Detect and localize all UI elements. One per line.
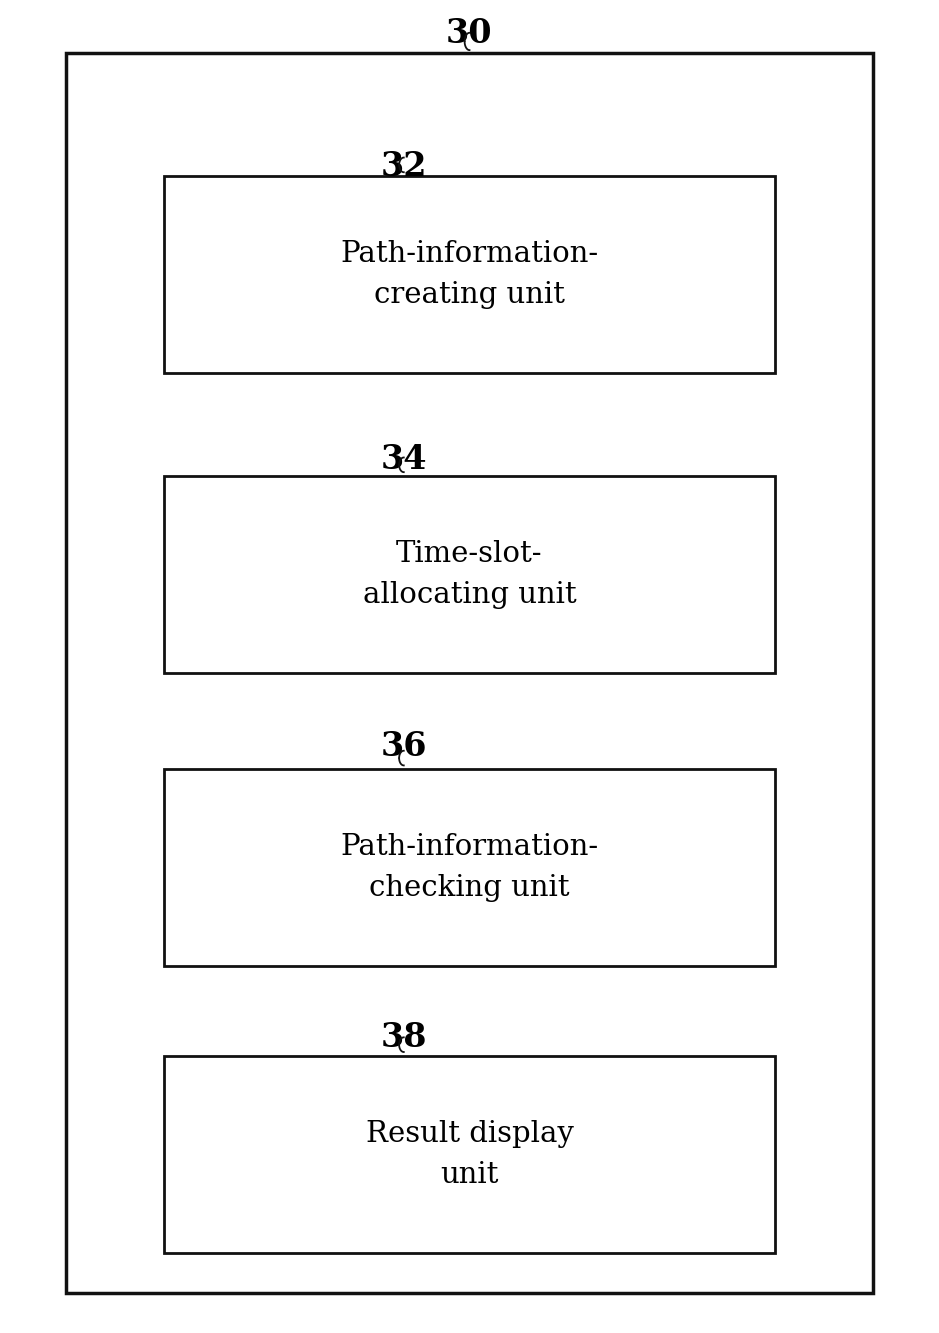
Text: 30: 30 bbox=[446, 17, 493, 49]
Bar bbox=[164, 1056, 775, 1253]
Text: Time-slot-
allocating unit: Time-slot- allocating unit bbox=[362, 540, 577, 609]
Bar bbox=[66, 53, 873, 1293]
Text: 36: 36 bbox=[380, 730, 427, 762]
Bar bbox=[164, 176, 775, 373]
Text: Path-information-
checking unit: Path-information- checking unit bbox=[341, 833, 598, 902]
Bar bbox=[164, 769, 775, 966]
Text: Path-information-
creating unit: Path-information- creating unit bbox=[341, 240, 598, 309]
Bar bbox=[164, 476, 775, 673]
Text: 38: 38 bbox=[380, 1021, 427, 1053]
Text: Result display
unit: Result display unit bbox=[365, 1120, 574, 1189]
Text: 34: 34 bbox=[380, 444, 427, 476]
Text: 32: 32 bbox=[380, 151, 427, 183]
